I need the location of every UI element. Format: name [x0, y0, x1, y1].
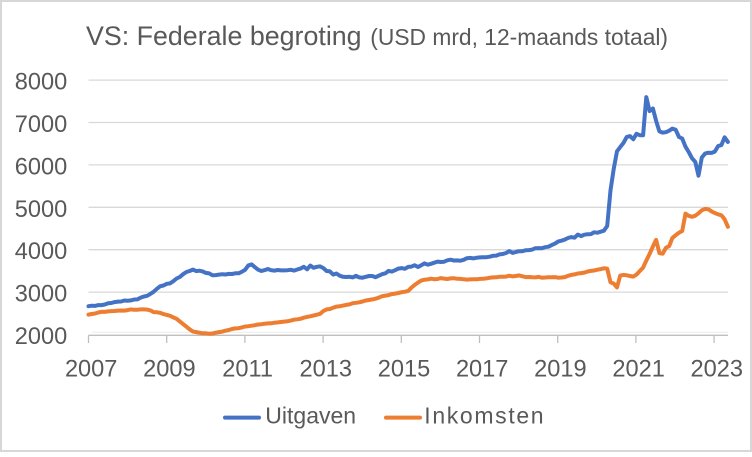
svg-text:2000: 2000 [15, 324, 68, 350]
svg-text:VS: Federale begroting: VS: Federale begroting [86, 21, 362, 51]
svg-text:Inkomsten: Inkomsten [424, 403, 545, 429]
svg-text:2023: 2023 [691, 357, 744, 383]
svg-text:2017: 2017 [456, 357, 509, 383]
svg-text:2019: 2019 [534, 357, 587, 383]
svg-text:2011: 2011 [222, 357, 273, 383]
svg-text:3000: 3000 [15, 282, 68, 308]
svg-text:2021: 2021 [612, 357, 665, 383]
svg-text:2009: 2009 [143, 357, 196, 383]
svg-text:(USD mrd, 12-maands totaal): (USD mrd, 12-maands totaal) [370, 24, 668, 50]
svg-text:5000: 5000 [15, 197, 68, 223]
svg-text:8000: 8000 [15, 70, 68, 96]
svg-text:2007: 2007 [65, 357, 118, 383]
svg-text:Uitgaven: Uitgaven [265, 403, 356, 429]
svg-text:6000: 6000 [15, 154, 68, 180]
svg-text:7000: 7000 [15, 112, 68, 138]
svg-text:2015: 2015 [378, 357, 431, 383]
svg-text:2013: 2013 [300, 357, 353, 383]
svg-text:4000: 4000 [15, 239, 68, 265]
